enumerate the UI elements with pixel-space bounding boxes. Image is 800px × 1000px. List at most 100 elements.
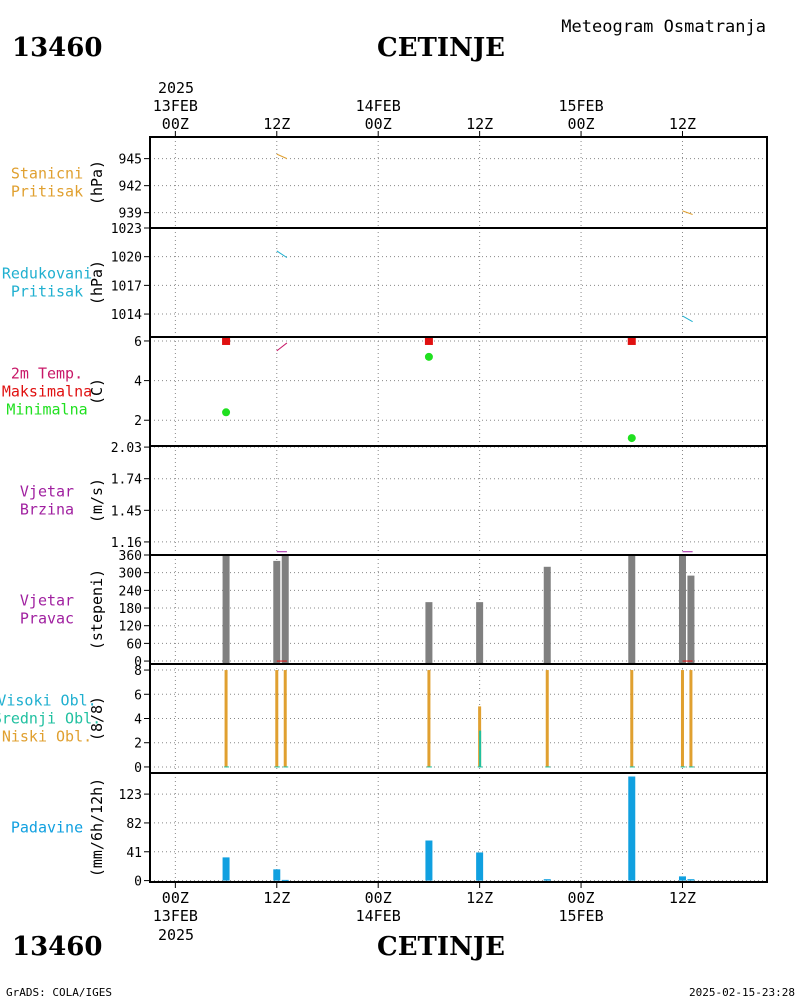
precip-bar xyxy=(628,776,636,881)
footer-station-name: CETINJE xyxy=(377,932,505,962)
y-tick-label: 939 xyxy=(119,207,142,222)
panel-label: Stanicni xyxy=(11,165,83,183)
cloud-low-bar xyxy=(630,670,634,767)
y-tick-label: 6 xyxy=(134,335,142,350)
y-tick-label: 360 xyxy=(119,549,142,564)
top-hour-label: 12Z xyxy=(263,115,290,133)
footer-station-id: 13460 xyxy=(12,932,102,962)
temp-min-point xyxy=(222,408,231,417)
panel-label: Pritisak xyxy=(11,183,83,201)
y-tick-label: 2 xyxy=(134,737,142,752)
y-axis-label: (hPa) xyxy=(88,160,106,205)
y-axis-label: (stepeni) xyxy=(88,569,106,650)
y-tick-label: 1.45 xyxy=(111,504,142,519)
panel-label: Pravac xyxy=(20,610,74,628)
y-tick-label: 6 xyxy=(134,688,142,703)
y-tick-label: 0 xyxy=(134,655,142,670)
y-tick-label: 82 xyxy=(126,817,142,832)
bottom-year-label: 2025 xyxy=(158,926,194,944)
footer-credit: GrADS: COLA/IGES xyxy=(6,986,112,999)
top-date-label: 15FEB xyxy=(558,97,603,115)
cloud-mid-bar xyxy=(479,730,482,767)
bottom-hour-label: 00Z xyxy=(162,889,189,907)
y-tick-label: 4 xyxy=(134,375,142,390)
temp-line xyxy=(276,342,288,352)
y-tick-label: 8 xyxy=(134,664,142,679)
panel-frame xyxy=(149,227,768,338)
cloud-low-bar xyxy=(545,670,549,767)
y-tick-label: 123 xyxy=(119,788,142,803)
cloud-low-bar xyxy=(275,670,279,767)
panel-clouds: 8 6 4 2 0 (8/8)Visoki Obl.Srednji Obl.Niski O… xyxy=(0,663,768,776)
temp-max-point xyxy=(222,336,231,345)
y-tick-label: 1023 xyxy=(111,222,142,237)
temp-max-point xyxy=(627,336,636,345)
y-tick-label: 240 xyxy=(119,584,142,599)
chart-title: Meteogram Osmatranja xyxy=(561,17,766,37)
series-line xyxy=(682,210,693,215)
temp-max-point xyxy=(424,336,433,345)
panel-label: Visoki Obl. xyxy=(0,692,97,710)
panel-frame xyxy=(149,772,768,883)
series-line xyxy=(276,250,288,259)
y-axis-label: (8/8) xyxy=(88,696,106,741)
top-hour-label: 00Z xyxy=(365,115,392,133)
panel-label: Redukovani xyxy=(2,265,92,283)
panel-label: Pritisak xyxy=(11,283,83,301)
cloud-low-bar xyxy=(689,670,693,767)
panel-label: Maksimalna xyxy=(2,383,92,401)
bottom-hour-label: 12Z xyxy=(263,889,290,907)
y-tick-label: 41 xyxy=(126,846,142,861)
cloud-low-bar xyxy=(283,670,287,767)
wind-dir-bar xyxy=(425,602,433,664)
panel-precip: 123 82 41 0 (mm/6h/12h) Padavine xyxy=(11,772,768,890)
wind-dir-bar xyxy=(628,555,636,664)
y-tick-label: 1017 xyxy=(111,279,142,294)
panel-label: Padavine xyxy=(11,819,83,837)
top-hour-label: 00Z xyxy=(568,115,595,133)
precip-bar xyxy=(222,857,230,881)
bottom-hour-label: 00Z xyxy=(568,889,595,907)
panel-label: Srednji Obl. xyxy=(0,710,101,728)
top-date-label: 14FEB xyxy=(356,97,401,115)
panels: 945942939(hPa)StanicniPritisak1023102010… xyxy=(0,136,768,890)
bottom-hour-label: 12Z xyxy=(466,889,493,907)
header-station-id: 13460 xyxy=(12,33,102,63)
y-tick-label: 60 xyxy=(126,637,142,652)
series-line xyxy=(276,153,288,160)
y-tick-label: 180 xyxy=(119,602,142,617)
y-axis-label: (m/s) xyxy=(88,478,106,523)
y-axis-label: (C) xyxy=(88,378,106,405)
precip-bar xyxy=(687,879,695,881)
panel-label: Vjetar xyxy=(20,592,74,610)
precip-bar xyxy=(543,879,551,881)
top-hour-label: 12Z xyxy=(669,115,696,133)
temp-min-point xyxy=(424,352,433,361)
panel-frame xyxy=(149,554,768,665)
precip-bar xyxy=(281,879,289,881)
cloud-low-bar xyxy=(427,670,431,767)
wind-dir-bar xyxy=(543,566,551,664)
y-tick-label: 1014 xyxy=(111,308,142,323)
panel-label: Brzina xyxy=(20,501,74,519)
y-tick-label: 0 xyxy=(134,761,142,776)
cloud-low-bar xyxy=(680,670,684,767)
wind-dir-bar xyxy=(678,555,686,664)
footer-timestamp: 2025-02-15-23:28 xyxy=(689,986,795,999)
wind-dir-bar xyxy=(687,575,695,664)
temp-min-point xyxy=(627,434,636,443)
y-tick-label: 945 xyxy=(119,153,142,168)
precip-bar xyxy=(273,869,281,881)
panel-frame xyxy=(149,136,768,229)
wind-dir-bar xyxy=(273,560,281,664)
precip-bar xyxy=(476,852,484,881)
top-hour-label: 12Z xyxy=(466,115,493,133)
header-station-name: CETINJE xyxy=(377,33,505,63)
y-axis-label: (mm/6h/12h) xyxy=(88,778,106,877)
